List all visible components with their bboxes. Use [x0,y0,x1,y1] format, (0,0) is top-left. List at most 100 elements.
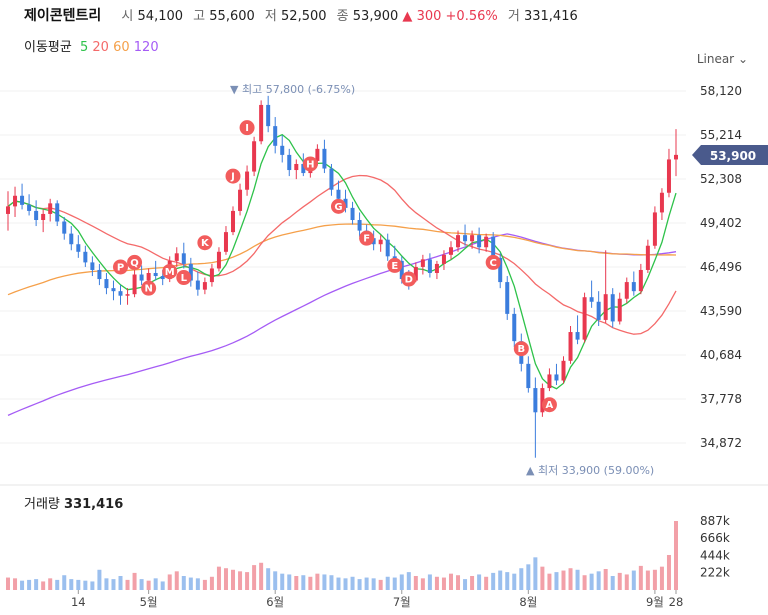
marker-h[interactable]: H [302,156,318,172]
volume-bar [280,573,285,590]
candle-body [533,388,538,413]
volume-bar [575,569,580,590]
volume-tick-label: 222k [700,566,730,580]
candle-body [674,154,678,160]
open-value: 54,100 [137,9,184,24]
volume-bar [568,568,573,590]
marker-label: P [117,262,124,273]
candle-body [631,282,636,292]
candle-body [266,104,271,127]
candle-body [62,221,67,234]
volume-bar [434,576,439,590]
marker-q[interactable]: Q [127,254,143,270]
volume-bar [491,572,496,590]
marker-i[interactable]: I [239,120,255,136]
volume-bar [441,577,446,590]
candle-body [659,192,664,213]
marker-label: G [334,202,342,213]
volume-bar [104,578,109,590]
ma-title: 이동평균 [24,40,72,55]
ma-20-label: 20 [92,40,109,55]
volume-bar [315,573,320,590]
candle-body [34,210,39,221]
volume-bar [371,578,376,590]
candle-body [540,388,545,413]
marker-circle [541,397,557,413]
marker-label: F [363,234,370,245]
volume-bar [13,578,18,590]
x-tick-label: 5월 [140,595,158,609]
moving-average-legend[interactable]: 이동평균 5 20 60 120 [24,36,159,55]
volume-bar [610,575,615,590]
candle-body [76,244,81,252]
candle-body [512,313,517,342]
volume-bar [617,572,622,590]
candle-body [245,171,250,190]
ma-5-label: 5 [79,40,89,55]
candle-body [231,210,236,233]
volume-panel-title: 거래량 331,416 [24,493,123,512]
volume-bar [512,573,517,590]
volume-bar [322,574,327,590]
volume-bar [392,577,397,590]
volume-bar [498,570,503,590]
volume-bar [125,579,130,590]
volume-bar [666,554,671,590]
candle-body [322,148,327,169]
candle-body [83,251,88,263]
volume-bar [357,579,362,590]
volume-bar [273,571,278,590]
candle-body [666,159,671,193]
volume-bar [533,557,538,590]
candle-body [55,203,60,222]
volume-bar [301,575,306,590]
marker-circle [197,235,213,251]
event-markers[interactable]: P Q N ML K J I H G F ED C B A [113,120,557,413]
marker-e[interactable]: E [387,257,403,273]
candle-body [125,294,130,296]
marker-label: K [201,238,210,249]
marker-p[interactable]: P [113,259,129,275]
marker-b[interactable]: B [513,341,529,357]
candle-body [153,272,158,277]
candle-body [350,207,355,221]
marker-a[interactable]: A [541,397,557,413]
candle-body [97,269,102,280]
high-annotation: ▼ 최고 57,800 (-6.75%) [230,83,355,96]
candle-body [20,195,25,205]
marker-circle [359,230,375,246]
x-tick-label: 28 [669,595,684,609]
candle-body [104,279,109,289]
close-value: 53,900 [352,9,399,24]
volume-bar [638,565,643,590]
candle-body [385,239,390,257]
volume-bar [659,566,664,590]
marker-d[interactable]: D [401,271,417,287]
candle-body [463,235,468,242]
scale-selector[interactable]: Linear ⌄ [697,52,748,66]
volume-bar [245,572,250,590]
marker-k[interactable]: K [197,235,213,251]
price-axis: 58,120 55,214 52,308 49,402 46,496 43,590 40,6… [700,84,742,450]
marker-label: N [144,284,152,295]
ma-5-line [7,133,677,390]
volume-bar [55,579,60,590]
volume-bar [385,576,390,590]
volume-bar [364,577,369,590]
marker-f[interactable]: F [359,230,375,246]
candle-body [624,282,629,299]
candle-body [294,163,299,171]
volume-bar [631,570,636,590]
marker-c[interactable]: C [485,254,501,270]
marker-g[interactable]: G [330,198,346,214]
marker-j[interactable]: J [225,168,241,184]
marker-circle [401,271,417,287]
marker-label: E [391,261,398,272]
candle-body [238,189,243,211]
candle-body [456,235,461,248]
marker-l[interactable]: L [176,270,192,286]
volume-bar [399,574,404,590]
marker-m[interactable]: M [162,263,178,279]
marker-n[interactable]: N [141,280,157,296]
